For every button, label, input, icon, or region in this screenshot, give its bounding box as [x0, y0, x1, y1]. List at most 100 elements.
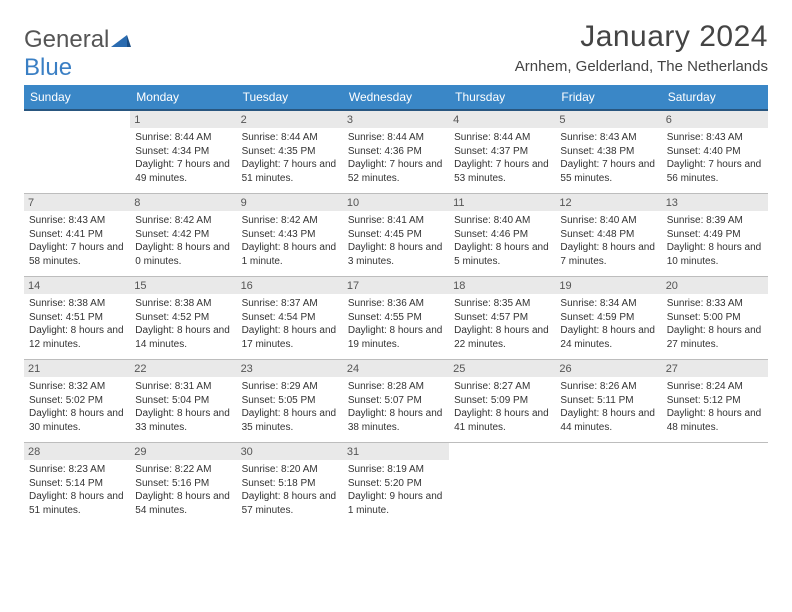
day-header: Tuesday [237, 85, 343, 109]
sunset-text: Sunset: 5:14 PM [29, 477, 125, 491]
day-details: Sunrise: 8:31 AMSunset: 5:04 PMDaylight:… [130, 377, 236, 438]
day-details: Sunrise: 8:38 AMSunset: 4:52 PMDaylight:… [130, 294, 236, 355]
day-header-row: Sunday Monday Tuesday Wednesday Thursday… [24, 85, 768, 109]
daylight-text: Daylight: 8 hours and 14 minutes. [135, 324, 231, 351]
sunset-text: Sunset: 5:18 PM [242, 477, 338, 491]
daylight-text: Daylight: 8 hours and 57 minutes. [242, 490, 338, 517]
day-number: 29 [130, 443, 236, 460]
logo-text-1: General [24, 26, 109, 53]
daylight-text: Daylight: 8 hours and 22 minutes. [454, 324, 550, 351]
day-cell: 15Sunrise: 8:38 AMSunset: 4:52 PMDayligh… [130, 277, 236, 359]
sunset-text: Sunset: 5:11 PM [560, 394, 656, 408]
day-details: Sunrise: 8:42 AMSunset: 4:43 PMDaylight:… [237, 211, 343, 272]
day-number: 25 [449, 360, 555, 377]
day-cell: 23Sunrise: 8:29 AMSunset: 5:05 PMDayligh… [237, 360, 343, 442]
logo-text-2: Blue [24, 54, 72, 81]
logo: General Blue [24, 26, 131, 82]
day-cell: 2Sunrise: 8:44 AMSunset: 4:35 PMDaylight… [237, 111, 343, 193]
day-number [555, 443, 661, 460]
daylight-text: Daylight: 7 hours and 56 minutes. [667, 158, 763, 185]
daylight-text: Daylight: 8 hours and 38 minutes. [348, 407, 444, 434]
sunset-text: Sunset: 4:42 PM [135, 228, 231, 242]
day-details: Sunrise: 8:33 AMSunset: 5:00 PMDaylight:… [662, 294, 768, 355]
daylight-text: Daylight: 8 hours and 10 minutes. [667, 241, 763, 268]
sunrise-text: Sunrise: 8:37 AM [242, 297, 338, 311]
sunset-text: Sunset: 5:20 PM [348, 477, 444, 491]
day-details: Sunrise: 8:44 AMSunset: 4:35 PMDaylight:… [237, 128, 343, 189]
day-details: Sunrise: 8:40 AMSunset: 4:46 PMDaylight:… [449, 211, 555, 272]
week-row: 21Sunrise: 8:32 AMSunset: 5:02 PMDayligh… [24, 359, 768, 442]
sunrise-text: Sunrise: 8:32 AM [29, 380, 125, 394]
day-cell: 6Sunrise: 8:43 AMSunset: 4:40 PMDaylight… [662, 111, 768, 193]
day-cell [24, 111, 130, 193]
sunset-text: Sunset: 4:38 PM [560, 145, 656, 159]
day-header: Wednesday [343, 85, 449, 109]
sunrise-text: Sunrise: 8:43 AM [560, 131, 656, 145]
day-header: Thursday [449, 85, 555, 109]
sunrise-text: Sunrise: 8:40 AM [454, 214, 550, 228]
sunset-text: Sunset: 5:16 PM [135, 477, 231, 491]
sunrise-text: Sunrise: 8:42 AM [242, 214, 338, 228]
day-cell: 31Sunrise: 8:19 AMSunset: 5:20 PMDayligh… [343, 443, 449, 525]
day-header: Sunday [24, 85, 130, 109]
day-details: Sunrise: 8:42 AMSunset: 4:42 PMDaylight:… [130, 211, 236, 272]
day-number: 12 [555, 194, 661, 211]
day-number: 4 [449, 111, 555, 128]
daylight-text: Daylight: 8 hours and 1 minute. [242, 241, 338, 268]
sunset-text: Sunset: 5:04 PM [135, 394, 231, 408]
sunset-text: Sunset: 5:09 PM [454, 394, 550, 408]
daylight-text: Daylight: 8 hours and 51 minutes. [29, 490, 125, 517]
daylight-text: Daylight: 8 hours and 3 minutes. [348, 241, 444, 268]
daylight-text: Daylight: 8 hours and 17 minutes. [242, 324, 338, 351]
sunrise-text: Sunrise: 8:31 AM [135, 380, 231, 394]
day-number: 13 [662, 194, 768, 211]
day-details: Sunrise: 8:28 AMSunset: 5:07 PMDaylight:… [343, 377, 449, 438]
day-number [24, 111, 130, 128]
day-number: 20 [662, 277, 768, 294]
sunrise-text: Sunrise: 8:20 AM [242, 463, 338, 477]
title-block: January 2024 Arnhem, Gelderland, The Net… [24, 20, 768, 75]
sunset-text: Sunset: 4:43 PM [242, 228, 338, 242]
daylight-text: Daylight: 8 hours and 54 minutes. [135, 490, 231, 517]
day-cell [662, 443, 768, 525]
day-number: 9 [237, 194, 343, 211]
day-details: Sunrise: 8:23 AMSunset: 5:14 PMDaylight:… [24, 460, 130, 521]
sunrise-text: Sunrise: 8:36 AM [348, 297, 444, 311]
sunrise-text: Sunrise: 8:26 AM [560, 380, 656, 394]
day-cell: 11Sunrise: 8:40 AMSunset: 4:46 PMDayligh… [449, 194, 555, 276]
day-cell: 26Sunrise: 8:26 AMSunset: 5:11 PMDayligh… [555, 360, 661, 442]
day-details: Sunrise: 8:43 AMSunset: 4:40 PMDaylight:… [662, 128, 768, 189]
sunset-text: Sunset: 4:55 PM [348, 311, 444, 325]
day-cell: 1Sunrise: 8:44 AMSunset: 4:34 PMDaylight… [130, 111, 236, 193]
logo-icon [111, 33, 131, 49]
day-details: Sunrise: 8:35 AMSunset: 4:57 PMDaylight:… [449, 294, 555, 355]
day-cell: 5Sunrise: 8:43 AMSunset: 4:38 PMDaylight… [555, 111, 661, 193]
day-cell: 9Sunrise: 8:42 AMSunset: 4:43 PMDaylight… [237, 194, 343, 276]
sunrise-text: Sunrise: 8:23 AM [29, 463, 125, 477]
day-header: Friday [555, 85, 661, 109]
day-cell: 14Sunrise: 8:38 AMSunset: 4:51 PMDayligh… [24, 277, 130, 359]
sunrise-text: Sunrise: 8:38 AM [29, 297, 125, 311]
sunset-text: Sunset: 4:51 PM [29, 311, 125, 325]
day-number: 10 [343, 194, 449, 211]
sunrise-text: Sunrise: 8:40 AM [560, 214, 656, 228]
day-details: Sunrise: 8:43 AMSunset: 4:38 PMDaylight:… [555, 128, 661, 189]
day-details: Sunrise: 8:44 AMSunset: 4:37 PMDaylight:… [449, 128, 555, 189]
sunrise-text: Sunrise: 8:44 AM [454, 131, 550, 145]
week-row: 14Sunrise: 8:38 AMSunset: 4:51 PMDayligh… [24, 276, 768, 359]
sunset-text: Sunset: 4:35 PM [242, 145, 338, 159]
sunrise-text: Sunrise: 8:44 AM [348, 131, 444, 145]
day-number: 8 [130, 194, 236, 211]
day-details: Sunrise: 8:32 AMSunset: 5:02 PMDaylight:… [24, 377, 130, 438]
day-number: 1 [130, 111, 236, 128]
day-number: 28 [24, 443, 130, 460]
sunset-text: Sunset: 4:49 PM [667, 228, 763, 242]
sunset-text: Sunset: 4:52 PM [135, 311, 231, 325]
daylight-text: Daylight: 8 hours and 7 minutes. [560, 241, 656, 268]
daylight-text: Daylight: 7 hours and 58 minutes. [29, 241, 125, 268]
sunset-text: Sunset: 5:02 PM [29, 394, 125, 408]
day-cell: 17Sunrise: 8:36 AMSunset: 4:55 PMDayligh… [343, 277, 449, 359]
sunrise-text: Sunrise: 8:43 AM [667, 131, 763, 145]
day-number [449, 443, 555, 460]
day-number: 31 [343, 443, 449, 460]
